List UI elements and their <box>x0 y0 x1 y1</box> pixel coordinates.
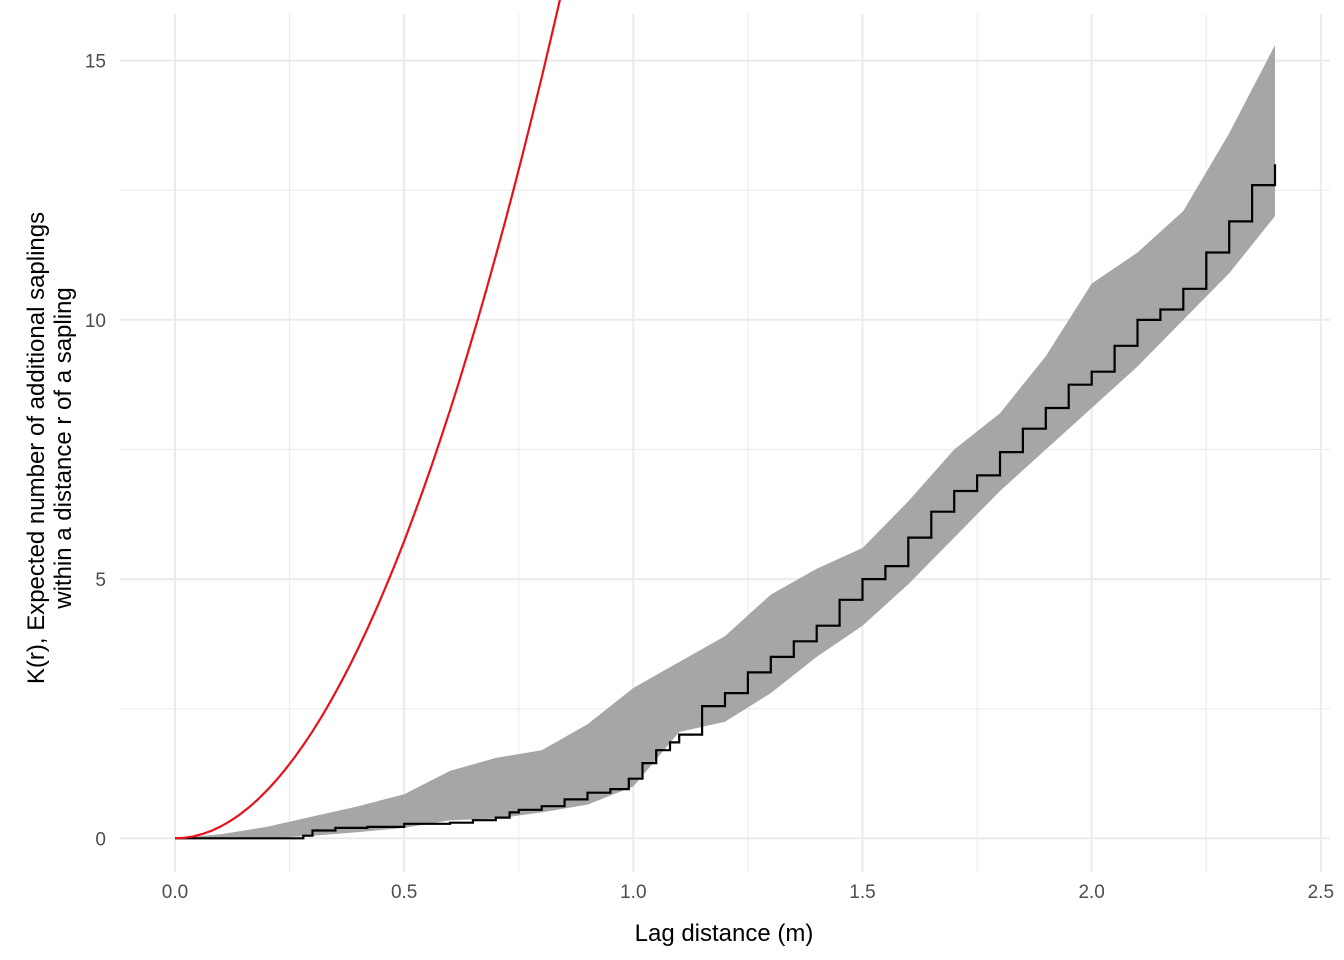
x-tick-label: 2.0 <box>1078 882 1104 903</box>
x-tick-label: 0.0 <box>162 882 188 903</box>
tick-labels: 0.0 0.5 1.0 1.5 2.0 2.5 0 5 10 15 <box>85 52 1334 903</box>
x-tick-label: 2.5 <box>1308 882 1334 903</box>
grid-lines <box>120 14 1330 872</box>
x-tick-label: 0.5 <box>391 882 417 903</box>
x-axis-title: Lag distance (m) <box>635 920 814 947</box>
plot-area <box>174 0 1277 840</box>
y-tick-label: 10 <box>85 311 106 332</box>
y-axis-title-line-1: K(r), Expected number of additional sapl… <box>23 212 50 684</box>
x-tick-label: 1.0 <box>620 882 646 903</box>
x-tick-label: 1.5 <box>849 882 875 903</box>
y-tick-label: 0 <box>95 829 106 850</box>
y-tick-label: 15 <box>85 52 106 73</box>
y-tick-label: 5 <box>95 570 106 591</box>
observed-k-line <box>175 164 1277 840</box>
simulation-envelope <box>175 45 1275 839</box>
theoretical-k-curve <box>174 0 561 840</box>
y-axis-title-line-2: within a distance r of a sapling <box>50 287 77 610</box>
y-axis-title: K(r), Expected number of additional sapl… <box>23 212 77 684</box>
